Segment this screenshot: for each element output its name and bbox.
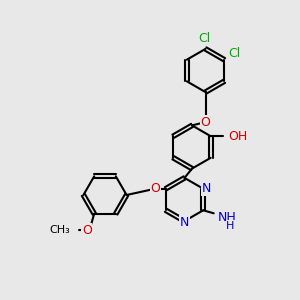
Text: OH: OH — [229, 130, 248, 143]
Text: NH: NH — [218, 211, 237, 224]
Text: O: O — [82, 224, 92, 237]
Text: CH₃: CH₃ — [50, 225, 70, 235]
Text: O: O — [150, 182, 160, 195]
Text: O: O — [201, 116, 210, 129]
Text: Cl: Cl — [229, 47, 241, 60]
Text: H: H — [226, 221, 235, 231]
Text: N: N — [180, 216, 189, 229]
Text: Cl: Cl — [198, 32, 210, 45]
Text: N: N — [202, 182, 211, 195]
